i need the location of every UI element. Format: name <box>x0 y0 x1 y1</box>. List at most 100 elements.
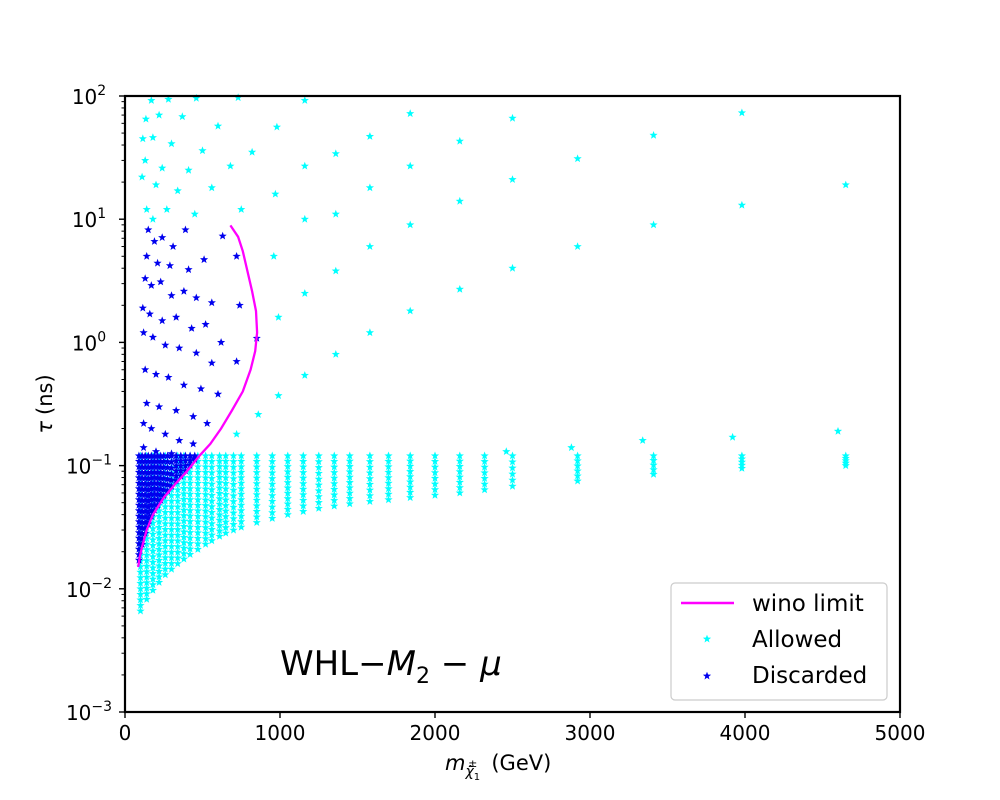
allowed-point <box>248 147 257 156</box>
allowed-point <box>237 489 246 498</box>
allowed-point <box>237 451 246 460</box>
discarded-point <box>163 451 172 460</box>
discarded-point <box>145 309 154 318</box>
allowed-point <box>365 451 374 460</box>
discarded-point <box>167 469 176 478</box>
allowed-point <box>215 505 224 513</box>
allowed-point <box>207 479 216 488</box>
allowed-point <box>480 485 489 494</box>
discarded-point <box>207 358 216 367</box>
discarded-point <box>134 468 143 476</box>
discarded-point <box>144 451 153 460</box>
allowed-point <box>207 513 216 522</box>
allowed-point <box>142 578 151 587</box>
x-axis-label-subscript: χ̃ <box>464 764 474 780</box>
legend-label-discarded: Discarded <box>752 663 867 689</box>
annotation-symbol: M <box>387 644 416 684</box>
allowed-point <box>229 508 238 517</box>
discarded-point <box>189 439 198 448</box>
allowed-point <box>221 484 230 493</box>
discarded-point <box>148 333 157 341</box>
allowed-point <box>455 467 464 476</box>
legend-label-allowed: Allowed <box>752 627 842 653</box>
allowed-point <box>179 522 188 530</box>
allowed-point <box>430 485 440 494</box>
discarded-point <box>172 461 181 470</box>
allowed-point <box>207 474 216 482</box>
legend-swatch-allowed <box>702 634 712 643</box>
allowed-point <box>508 469 517 478</box>
allowed-point <box>201 539 210 548</box>
allowed-point <box>173 536 182 545</box>
allowed-point <box>455 285 464 293</box>
allowed-point <box>142 539 151 548</box>
allowed-point <box>331 350 340 358</box>
allowed-point <box>207 485 216 494</box>
allowed-point <box>155 528 164 537</box>
x-axis-label-subscript-index: 1 <box>474 772 480 783</box>
allowed-point <box>272 122 281 131</box>
allowed-point <box>237 473 246 482</box>
allowed-point <box>186 489 195 498</box>
allowed-point <box>201 457 210 465</box>
discarded-point <box>179 287 188 295</box>
discarded-point <box>138 303 147 312</box>
allowed-point <box>155 545 164 553</box>
discarded-point <box>218 231 227 240</box>
allowed-point <box>186 528 195 536</box>
allowed-point <box>186 484 195 493</box>
allowed-point <box>252 479 261 488</box>
allowed-point <box>737 200 746 209</box>
discarded-point <box>186 456 195 464</box>
discarded-point <box>176 466 185 475</box>
allowed-point <box>179 527 188 536</box>
allowed-point <box>221 490 230 498</box>
allowed-point <box>430 451 440 460</box>
allowed-point <box>345 488 354 497</box>
discarded-point <box>235 301 244 309</box>
discarded-point <box>147 468 156 476</box>
allowed-point <box>167 542 176 550</box>
allowed-point <box>155 539 164 548</box>
allowed-point <box>508 481 517 490</box>
allowed-point <box>207 508 216 516</box>
allowed-point <box>455 478 464 486</box>
discarded-point <box>150 451 159 460</box>
allowed-point <box>162 205 171 213</box>
allowed-point <box>173 496 182 505</box>
allowed-point <box>151 180 161 189</box>
allowed-point <box>384 484 393 493</box>
allowed-point <box>161 508 170 516</box>
allowed-point <box>193 479 202 487</box>
discarded-point <box>184 265 193 274</box>
discarded-point <box>172 466 181 475</box>
allowed-point <box>167 502 176 511</box>
allowed-point <box>330 490 339 499</box>
allowed-point <box>480 451 489 460</box>
discarded-point <box>153 462 162 471</box>
x-axis-label: mχ̃1 ± (GeV) <box>445 751 551 783</box>
allowed-point <box>268 502 277 511</box>
x-tick-label: 0 <box>119 721 132 745</box>
allowed-point <box>221 462 230 471</box>
allowed-point <box>300 214 309 223</box>
x-tick-label: 3000 <box>565 721 616 745</box>
discarded-point <box>147 479 156 487</box>
allowed-point <box>283 462 292 470</box>
x-tick-label: 4000 <box>720 721 771 745</box>
allowed-point <box>252 501 261 510</box>
discarded-point <box>144 497 153 505</box>
allowed-point <box>201 517 210 526</box>
allowed-point <box>314 498 323 506</box>
allowed-point <box>365 328 374 337</box>
allowed-point <box>573 466 582 475</box>
allowed-point <box>155 578 164 586</box>
allowed-point <box>201 501 210 509</box>
discarded-point <box>141 451 150 460</box>
allowed-point <box>173 531 182 539</box>
x-axis: 0 1000 2000 3000 4000 5000 <box>119 712 925 745</box>
allowed-point <box>207 457 216 465</box>
allowed-point <box>179 543 188 552</box>
allowed-point <box>330 501 339 510</box>
allowed-point <box>136 590 145 598</box>
